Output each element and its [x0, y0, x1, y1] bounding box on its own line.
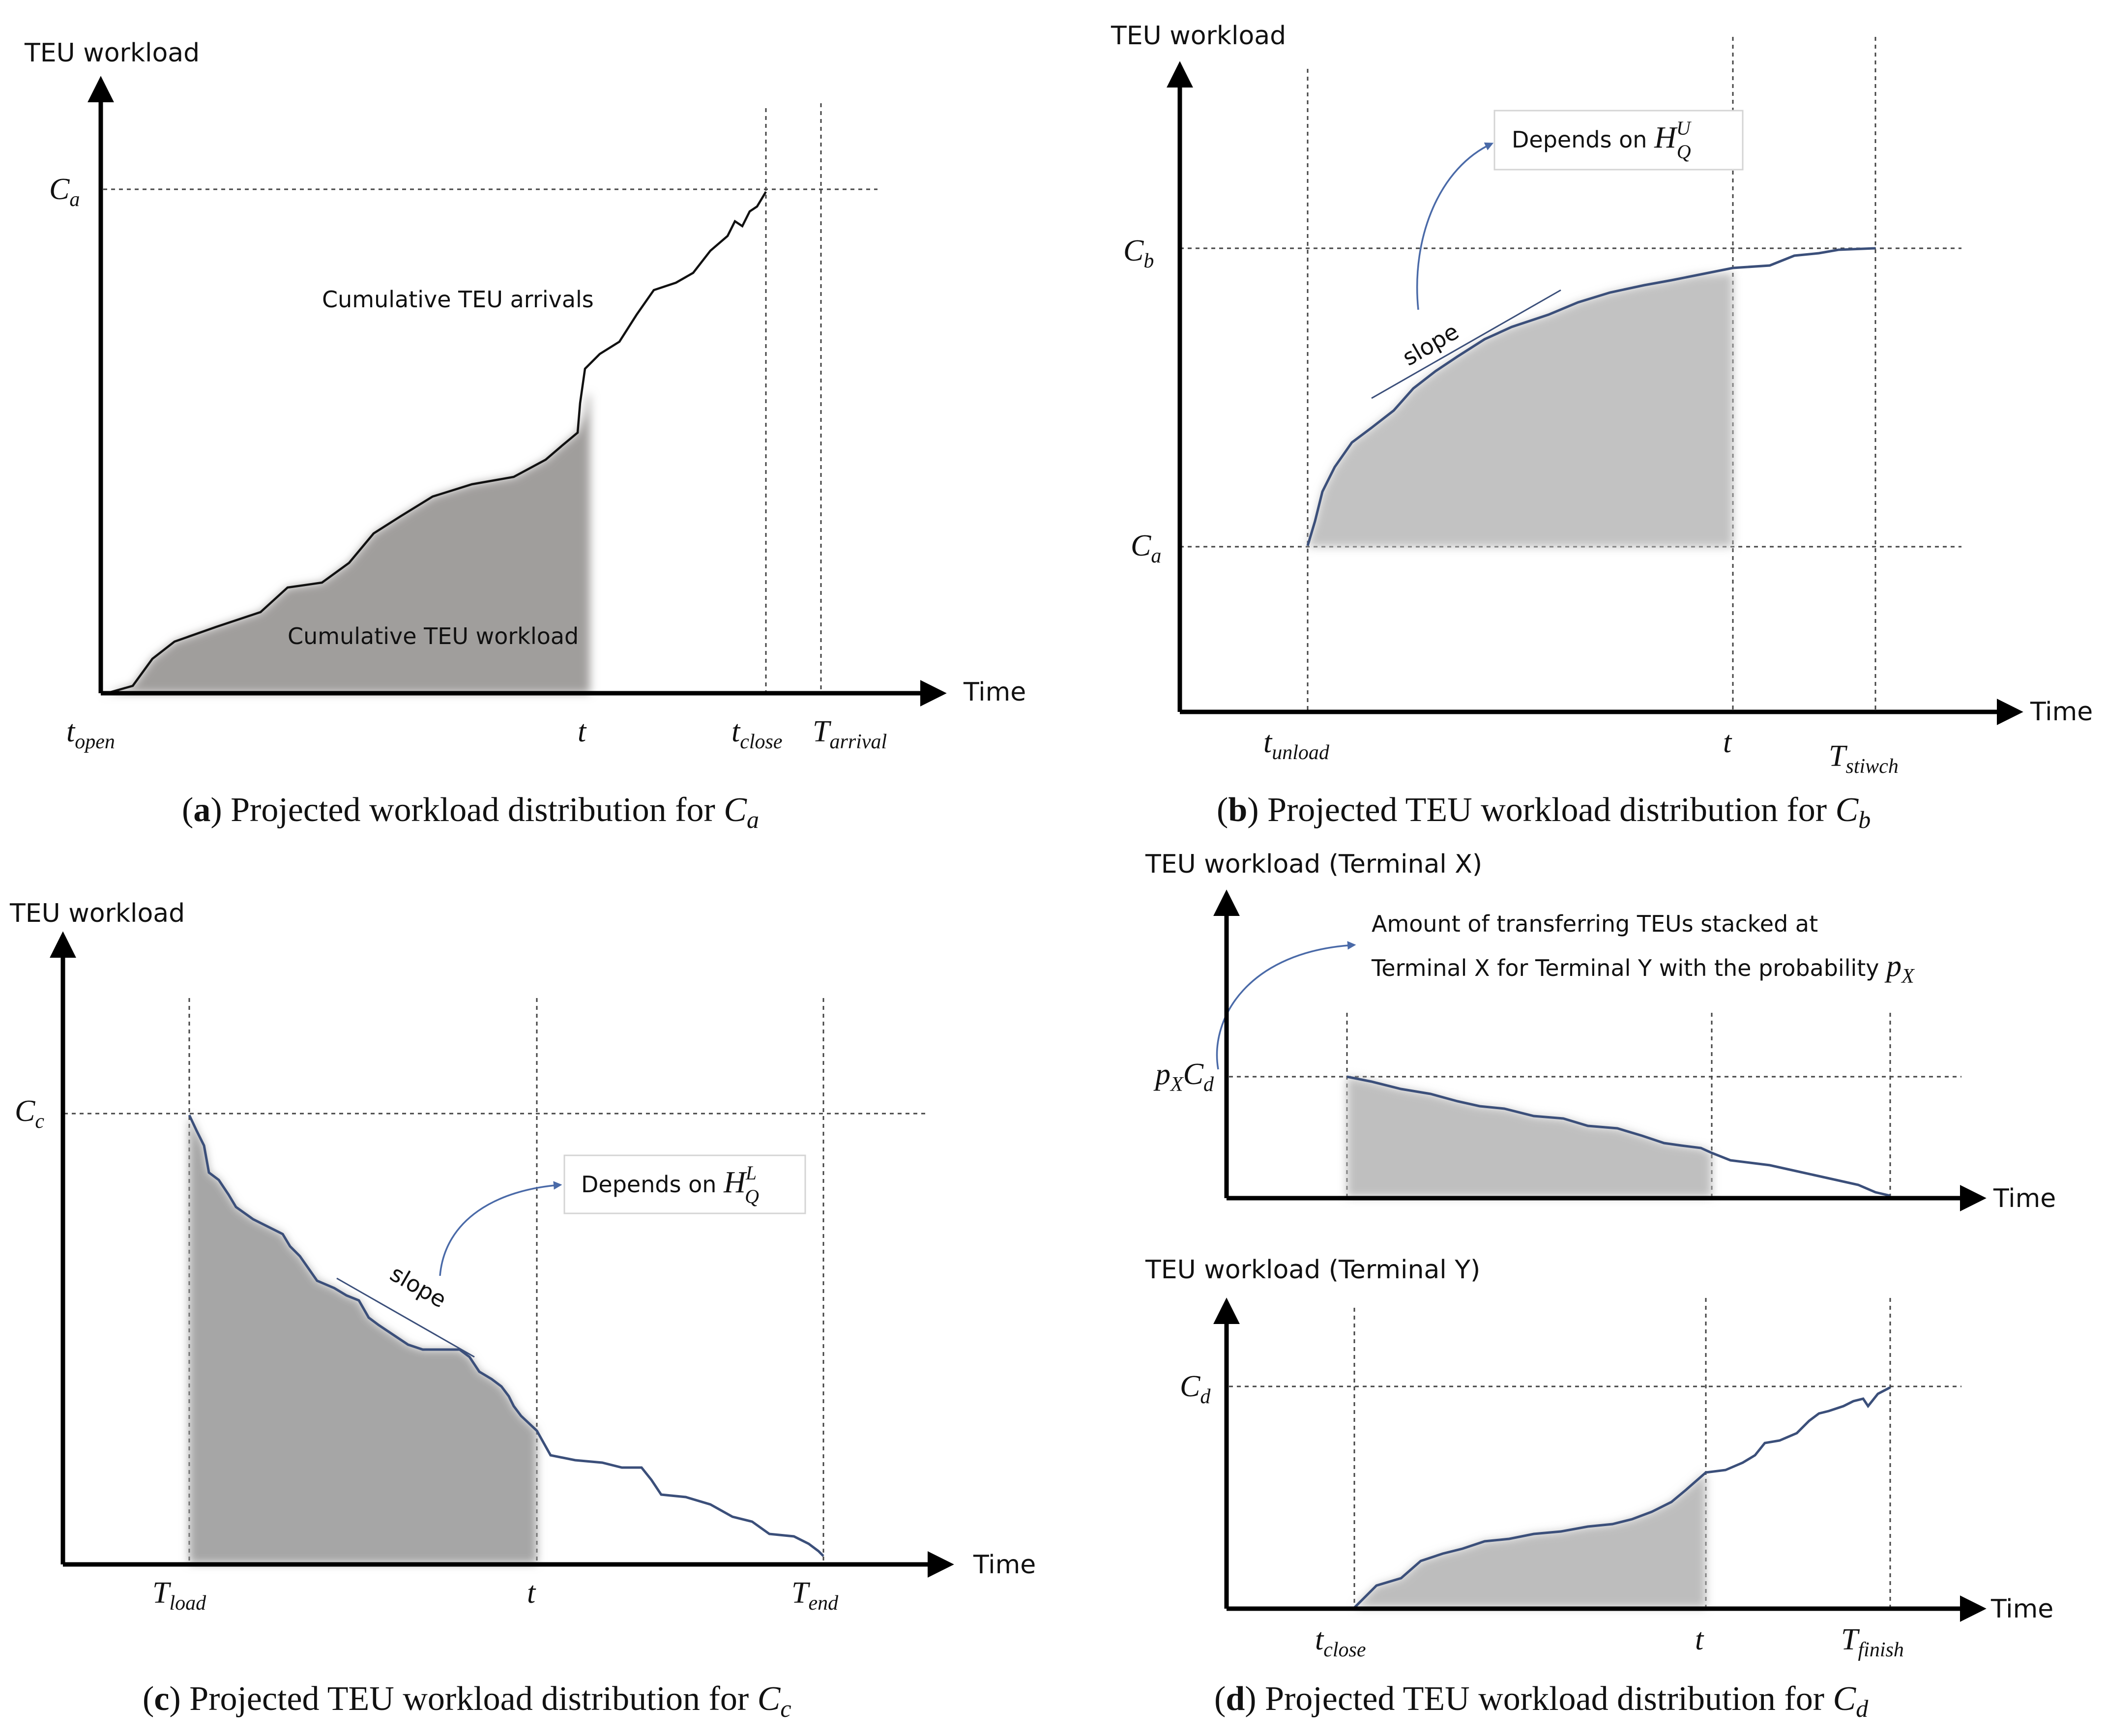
panel-d-bottom-cd-label: Cd	[1180, 1370, 1211, 1408]
panel-b-ca-label: Ca	[1131, 529, 1161, 567]
panel-c-caption: (c) Projected TEU workload distribution …	[143, 1680, 791, 1722]
panel-d-top-workload-curve	[1346, 1075, 1891, 1197]
panel-d-note-line2: Terminal X for Terminal Y with the proba…	[1371, 949, 1915, 988]
panel-c-cc-label: Cc	[15, 1094, 44, 1133]
panel-d-note-arrow	[1216, 941, 1356, 1070]
panel-a-topen-label: topen	[66, 715, 115, 753]
panel-a-tarrival-label: Tarrival	[813, 715, 887, 753]
panel-a-y-axis-title: TEU workload	[24, 38, 200, 68]
panel-d-bottom-time-label: Time	[1990, 1594, 2053, 1624]
panel-d-bottom-workload-area	[1354, 1472, 1706, 1608]
panel-c-y-axis-title: TEU workload	[9, 899, 185, 928]
panel-d-tclose-label: tclose	[1315, 1623, 1366, 1661]
panel-d-top-pxcd-label: pXCd	[1153, 1058, 1214, 1096]
panel-a-arrivals-curve	[103, 191, 767, 696]
panel-b-depends-text: Depends on HU Q	[1512, 117, 1692, 163]
panel-b-slope-line	[1371, 289, 1561, 399]
panel-b-t-label: t	[1723, 726, 1732, 759]
panel-d-top-y-axis-title: TEU workload (Terminal X)	[1145, 850, 1482, 879]
panel-b-tstiwch-label: Tstiwch	[1829, 739, 1899, 778]
panel-c-depends-arrow	[439, 1181, 562, 1276]
panel-c-workload-curve	[188, 1114, 824, 1557]
panel-a-tclose-label: tclose	[731, 715, 783, 753]
panel-d-bottom-workload-curve	[1353, 1386, 1891, 1609]
panel-b-depends-arrow	[1416, 142, 1494, 310]
panel-a-caption: (a) Projected workload distribution for …	[182, 791, 759, 833]
panel-b-caption: (b) Projected TEU workload distribution …	[1217, 791, 1871, 833]
panel-a-ca-label: Ca	[49, 173, 80, 211]
panel-d-top-workload-area	[1347, 1077, 1712, 1197]
panel-c-t-label: t	[527, 1576, 536, 1610]
panel-d-caption: (d) Projected TEU workload distribution …	[1214, 1680, 1869, 1722]
panel-d: TEU workload (Terminal X) Time pXCd Amou…	[1145, 850, 2056, 1722]
panel-b-workload-curve	[1306, 247, 1876, 546]
panel-b-workload-area	[1308, 273, 1733, 547]
panel-b-time-label: Time	[2030, 697, 2093, 727]
panel-d-t-label: t	[1695, 1623, 1704, 1656]
panel-c-time-label: Time	[973, 1550, 1036, 1580]
panel-b-cb-label: Cb	[1123, 234, 1154, 272]
panel-a: TEU workload Time Ca Cumulative TEU arri…	[24, 38, 1026, 833]
panel-d-bottom-y-axis-title: TEU workload (Terminal Y)	[1145, 1255, 1480, 1285]
panel-d-note-line1: Amount of transferring TEUs stacked at	[1372, 911, 1818, 937]
panel-b-y-axis-title: TEU workload	[1111, 21, 1286, 51]
panel-a-workload-label: Cumulative TEU workload	[288, 623, 579, 649]
panel-a-t-label: t	[578, 715, 587, 748]
panel-c-workload-area	[189, 1115, 537, 1563]
panel-b-tunload-label: tunload	[1263, 726, 1330, 764]
panel-c-tend-label: Tend	[791, 1576, 839, 1615]
panel-c: TEU workload slope Depends on HL Q Time C…	[9, 899, 1036, 1722]
panel-d-top-time-label: Time	[1993, 1184, 2056, 1213]
panel-a-workload-area	[103, 393, 590, 694]
panel-d-tfinish-label: Tfinish	[1841, 1623, 1904, 1661]
panel-a-time-label: Time	[963, 677, 1026, 707]
panel-c-depends-text: Depends on HL Q	[581, 1162, 759, 1207]
panel-c-depends-box	[563, 1154, 806, 1214]
panel-b: TEU workload slope Depends on HU Q Time C…	[1111, 21, 2093, 833]
panel-b-depends-box	[1493, 110, 1744, 171]
panel-a-arrivals-label: Cumulative TEU arrivals	[322, 286, 594, 313]
panel-c-slope-line	[336, 1277, 475, 1358]
panel-c-tload-label: Tload	[152, 1576, 206, 1615]
